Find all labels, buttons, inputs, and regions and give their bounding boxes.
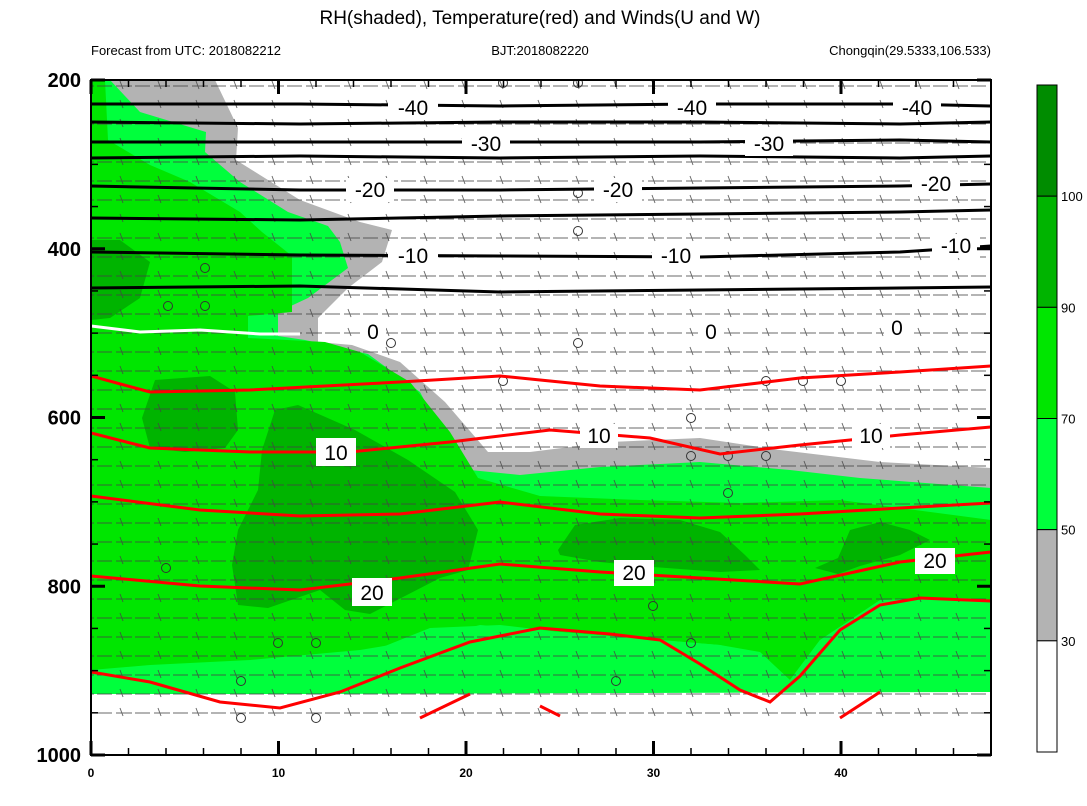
temp-label-15: 10 <box>324 442 347 465</box>
temp-label-12: 0 <box>367 321 379 344</box>
temp-label-10: -10 <box>661 245 691 268</box>
x-axis: 0 10 20 30 40 <box>88 80 992 780</box>
temp-label-3: -40 <box>902 97 932 120</box>
temp-label-11: -10 <box>941 235 971 258</box>
colorbar-label: 90 <box>1061 300 1075 315</box>
colorbar: 100 90 70 50 30 <box>1036 84 1083 753</box>
colorbar-swatch <box>1036 418 1058 531</box>
temp-label-18: 20 <box>360 582 383 605</box>
temp-label-8: -20 <box>921 173 951 196</box>
right-subtitle: Chongqin(29.5333,106.533) <box>829 43 991 58</box>
wind-barbs <box>91 80 991 720</box>
temp-label-19: 20 <box>622 562 645 585</box>
colorbar-label: 50 <box>1061 523 1075 538</box>
warm-temperature-contours <box>91 364 991 720</box>
temp-label-6: -20 <box>355 179 385 202</box>
temp-label-16: 10 <box>587 425 610 448</box>
temp-label-5: -30 <box>754 133 784 156</box>
temp-label-9: -10 <box>398 245 428 268</box>
zero-degree-contour <box>91 324 300 336</box>
temp-label-13: 0 <box>705 321 717 344</box>
x-tick-label: 0 <box>88 766 95 780</box>
colorbar-swatch <box>1036 84 1058 197</box>
plot-area: -40 -40 -40 -30 -30 -20 -20 -20 -10 -10 … <box>91 80 991 755</box>
y-tick-label: 1000 <box>37 745 82 767</box>
y-tick-label: 600 <box>48 408 81 430</box>
x-tick-label: 10 <box>272 766 286 780</box>
colorbar-swatch <box>1036 529 1058 642</box>
contour-label-text: -40 -40 -40 -30 -30 -20 -20 -20 -10 -10 … <box>324 97 971 605</box>
x-tick-label: 20 <box>459 766 473 780</box>
left-subtitle: Forecast from UTC: 2018082212 <box>91 43 281 58</box>
contour-labels <box>316 96 980 606</box>
temp-label-7: -20 <box>603 179 633 202</box>
colorbar-label: 100 <box>1061 189 1083 204</box>
colorbar-swatch <box>1036 306 1058 420</box>
y-tick-label: 200 <box>48 70 81 92</box>
x-tick-label: 30 <box>647 766 661 780</box>
colorbar-label: 30 <box>1061 634 1075 649</box>
temp-label-1: -40 <box>398 97 428 120</box>
temp-label-14: 0 <box>891 317 903 340</box>
y-tick-label: 400 <box>48 239 81 261</box>
y-tick-label: 800 <box>48 576 81 598</box>
colorbar-swatch <box>1036 195 1058 308</box>
colorbar-label: 70 <box>1061 412 1075 427</box>
temp-label-2: -40 <box>677 97 707 120</box>
temp-label-20: 20 <box>923 550 946 573</box>
temp-label-17: 10 <box>859 425 882 448</box>
center-subtitle: BJT:2018082220 <box>491 43 589 58</box>
temp-label-4: -30 <box>471 133 501 156</box>
x-tick-label: 40 <box>834 766 848 780</box>
chart-title: RH(shaded), Temperature(red) and Winds(U… <box>319 8 760 29</box>
colorbar-swatch <box>1036 640 1058 753</box>
